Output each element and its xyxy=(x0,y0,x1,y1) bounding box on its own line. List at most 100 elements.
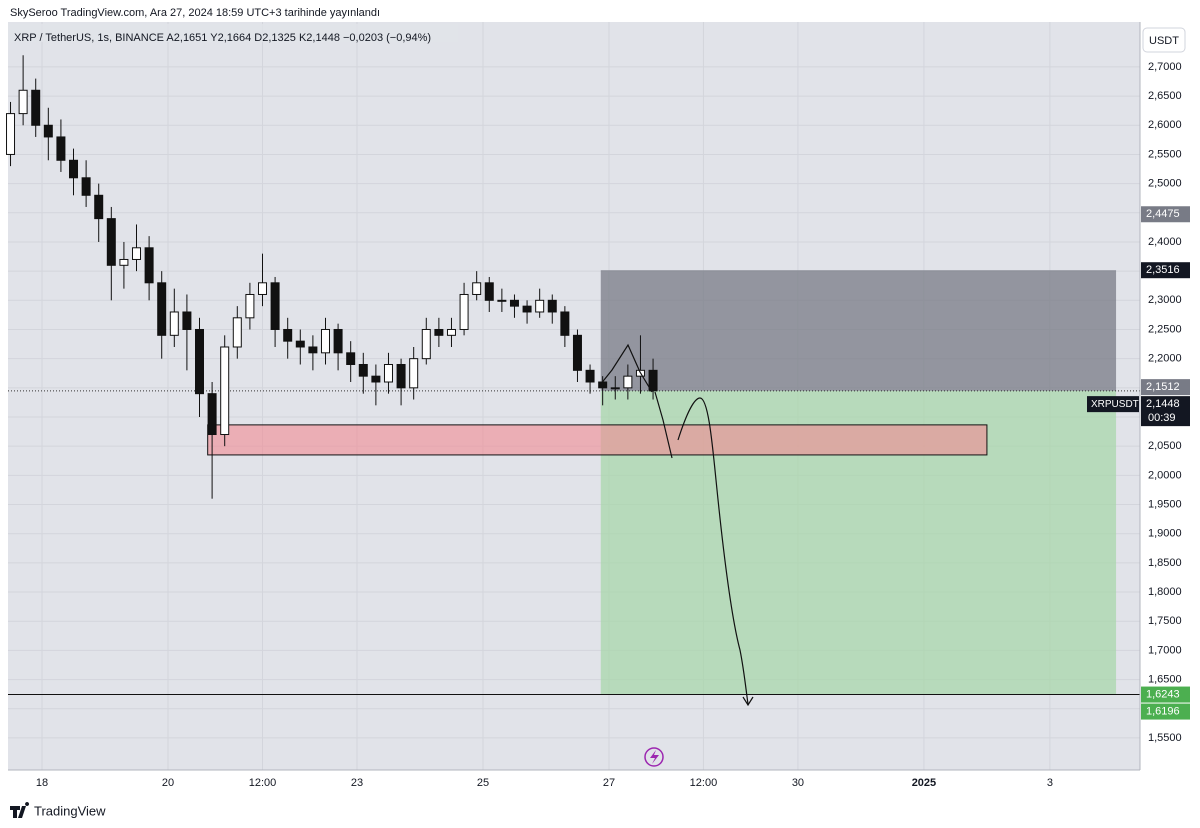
candle-body xyxy=(220,346,230,436)
candle-body xyxy=(383,363,393,383)
candle-body xyxy=(522,305,532,313)
y-tick-label: 2,3000 xyxy=(1148,294,1182,306)
candle-body xyxy=(94,194,104,220)
y-tick-label: 1,5500 xyxy=(1148,732,1182,744)
legend-bg xyxy=(8,24,458,42)
candle-body xyxy=(421,328,431,360)
y-tick-label: 1,6500 xyxy=(1148,673,1182,685)
y-tick-label: 2,2500 xyxy=(1148,323,1182,335)
candle-body xyxy=(346,352,356,365)
symbol-tag-bg xyxy=(1087,396,1139,413)
price-label: 1,6196 xyxy=(1146,705,1180,717)
x-tick-label: 23 xyxy=(351,777,363,789)
stop-zone xyxy=(600,270,1117,391)
candle-body xyxy=(144,247,154,284)
candle-body xyxy=(623,375,633,389)
candle-body xyxy=(169,311,179,336)
x-tick-label: 2025 xyxy=(912,777,936,789)
candle-body xyxy=(81,177,91,196)
y-tick-label: 2,7000 xyxy=(1148,61,1182,73)
price-label: 2,1448 xyxy=(1146,398,1180,410)
candle-body xyxy=(119,258,129,266)
price-label: 2,3516 xyxy=(1146,264,1180,276)
price-label: 1,6243 xyxy=(1146,688,1180,700)
x-tick-label: 20 xyxy=(162,777,174,789)
countdown: 00:39 xyxy=(1148,412,1176,424)
price-label-bg xyxy=(1141,396,1190,427)
candle-body xyxy=(648,369,658,392)
x-tick-label: 3 xyxy=(1047,777,1053,789)
price-label-bg xyxy=(1141,206,1190,223)
x-tick-label: 30 xyxy=(792,777,804,789)
candle-body xyxy=(232,317,242,348)
candle-body xyxy=(560,311,570,336)
drawing xyxy=(654,391,673,459)
x-tick-label: 18 xyxy=(36,777,48,789)
tv-logo xyxy=(10,802,30,818)
candle-body xyxy=(358,363,368,377)
candle-body xyxy=(157,282,167,336)
candle-body xyxy=(320,328,330,354)
events-bolt xyxy=(650,750,659,764)
candle-body xyxy=(371,375,381,383)
y-tick-label: 2,0000 xyxy=(1148,469,1182,481)
candle-body xyxy=(132,247,142,260)
price-label-bg xyxy=(1141,686,1190,703)
drawing-arrow xyxy=(742,696,754,707)
currency[interactable]: USDT xyxy=(1149,35,1179,47)
candle-body xyxy=(270,282,280,330)
plot xyxy=(6,55,1140,696)
events-icon[interactable] xyxy=(644,747,664,767)
currency-button[interactable] xyxy=(1142,27,1186,53)
candle-body xyxy=(69,159,79,179)
candle-body xyxy=(446,328,456,336)
x-tick-label: 27 xyxy=(603,777,615,789)
y-tick-label: 1,9000 xyxy=(1148,528,1182,540)
publish-header: SkySeroo TradingView.com, Ara 27, 2024 1… xyxy=(10,7,380,19)
drawing xyxy=(677,397,749,705)
candle-body xyxy=(535,299,545,313)
price-label: 2,4475 xyxy=(1146,208,1180,220)
candle-body xyxy=(434,328,444,336)
candle-body xyxy=(459,293,469,330)
candle-body xyxy=(409,358,419,389)
y-tick-label: 1,7500 xyxy=(1148,615,1182,627)
y-tick-label: 2,4000 xyxy=(1148,236,1182,248)
candle-body xyxy=(6,113,16,155)
x-tick-label: 12:00 xyxy=(690,777,718,789)
y-tick-label: 2,2000 xyxy=(1148,353,1182,365)
candle-body xyxy=(245,293,255,319)
y-tick-label: 2,5000 xyxy=(1148,178,1182,190)
candle-body xyxy=(182,311,192,330)
candle-body xyxy=(257,282,267,295)
y-tick-label: 2,6500 xyxy=(1148,90,1182,102)
candle-body xyxy=(207,393,217,436)
candle-body xyxy=(106,218,116,266)
candle-body xyxy=(295,340,305,348)
candle-body xyxy=(547,299,557,313)
y-tick-label: 1,8000 xyxy=(1148,586,1182,598)
candle-body xyxy=(484,282,494,301)
y-tick-label: 1,7000 xyxy=(1148,644,1182,656)
support-zone xyxy=(207,424,988,456)
y-tick-label: 2,6000 xyxy=(1148,119,1182,131)
candle-body xyxy=(308,346,318,354)
candle-body xyxy=(572,334,582,371)
candle-body xyxy=(43,124,53,138)
y-tick-label: 1,8500 xyxy=(1148,557,1182,569)
x-tick-label: 12:00 xyxy=(249,777,277,789)
candle-body xyxy=(598,381,608,389)
candle-body xyxy=(31,89,41,126)
price-label-bg xyxy=(1141,379,1190,396)
candle-body xyxy=(396,363,406,389)
y-tick-label: 2,0500 xyxy=(1148,440,1182,452)
candle-body xyxy=(333,328,343,354)
price-label-bg xyxy=(1141,262,1190,279)
y-tick-label: 1,9500 xyxy=(1148,498,1182,510)
candle-body xyxy=(585,369,595,383)
price-label-bg xyxy=(1141,703,1190,720)
candle-body xyxy=(195,328,205,395)
symbol-legend: XRP / TetherUS, 1s, BINANCE A2,1651 Y2,1… xyxy=(14,32,431,44)
candle-body xyxy=(497,299,507,302)
